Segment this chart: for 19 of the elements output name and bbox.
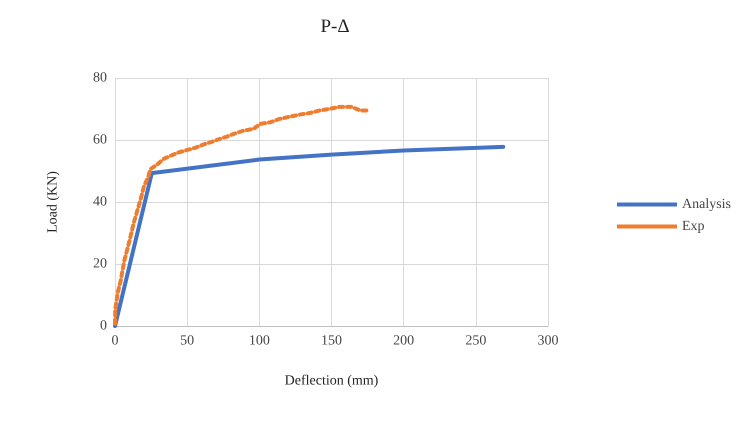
y-tick-label: 60 <box>93 132 107 148</box>
x-tick-label: 0 <box>112 334 118 348</box>
line-series <box>113 144 506 328</box>
x-tick-label: 50 <box>180 334 194 348</box>
line-series <box>113 104 372 326</box>
chart-title: P-Δ <box>320 16 350 37</box>
y-tick-label: 80 <box>93 70 107 86</box>
y-tick-label: 40 <box>93 194 107 210</box>
x-tick-label: 250 <box>465 334 486 348</box>
x-tick-label: 150 <box>321 334 342 348</box>
legend-label: Exp <box>682 219 705 234</box>
x-tick-label: 200 <box>393 334 414 348</box>
y-tick-label: 20 <box>93 256 107 272</box>
y-axis-title: Load (KN) <box>46 170 60 233</box>
x-tick-label: 100 <box>248 334 270 348</box>
legend-label: Analysis <box>682 197 731 212</box>
y-tick-label: 0 <box>100 318 107 334</box>
x-tick-label: 300 <box>538 334 558 348</box>
x-axis-title: Deflection (mm) <box>284 374 379 388</box>
